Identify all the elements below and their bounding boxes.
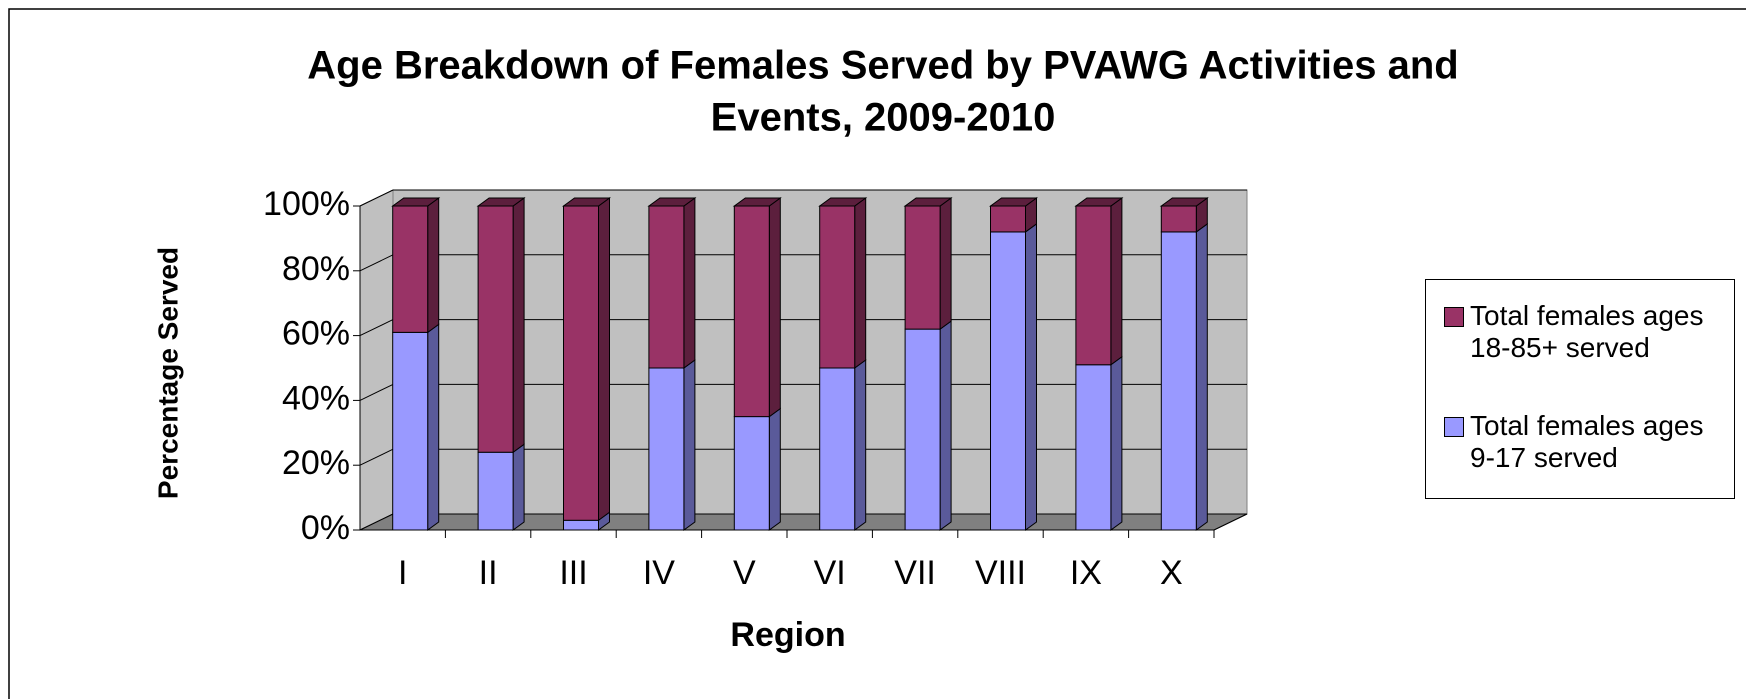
bar-side bbox=[512, 443, 525, 531]
x-tick-label: VI bbox=[814, 554, 846, 592]
bar bbox=[563, 519, 599, 531]
bar-top bbox=[647, 197, 697, 207]
bar bbox=[819, 367, 856, 531]
legend-label: Total females ages 9-17 served bbox=[1470, 410, 1704, 473]
bar-side bbox=[1195, 222, 1208, 531]
bar bbox=[733, 416, 770, 531]
grid-line bbox=[359, 383, 394, 401]
legend-item: Total females ages 18-85+ served bbox=[1444, 300, 1729, 364]
y-tick-label: 60% bbox=[282, 315, 350, 353]
x-tick-label: III bbox=[559, 554, 587, 592]
bar-side bbox=[683, 197, 696, 369]
bar-side bbox=[768, 407, 781, 531]
bar-side bbox=[683, 359, 696, 531]
side-wall bbox=[359, 189, 394, 531]
bar-top bbox=[561, 197, 612, 207]
bar bbox=[563, 205, 599, 521]
bar bbox=[1075, 364, 1112, 531]
x-axis-title: Region bbox=[730, 616, 845, 654]
bar-top bbox=[818, 197, 868, 207]
bar-side bbox=[512, 197, 525, 454]
y-tick-label: 40% bbox=[282, 379, 350, 417]
bar-side bbox=[1110, 355, 1123, 531]
bar bbox=[477, 205, 514, 453]
x-tick-label: VIII bbox=[975, 554, 1026, 592]
x-tick-label: I bbox=[398, 554, 407, 592]
frame-border bbox=[8, 8, 1746, 699]
legend-swatch bbox=[1444, 307, 1464, 327]
bar-side bbox=[1110, 197, 1123, 366]
bar-side bbox=[1025, 222, 1037, 531]
x-tick-label: IV bbox=[643, 554, 675, 592]
bar bbox=[477, 451, 514, 531]
bar bbox=[392, 205, 429, 333]
bar-top bbox=[988, 197, 1039, 207]
bar bbox=[648, 367, 685, 531]
bar bbox=[819, 205, 856, 369]
bar bbox=[733, 205, 770, 418]
bar bbox=[392, 331, 429, 531]
bar-side bbox=[598, 197, 610, 522]
grid-line bbox=[359, 189, 394, 207]
bar-top bbox=[1074, 197, 1124, 207]
bar bbox=[990, 205, 1026, 233]
bar bbox=[1160, 231, 1197, 531]
x-tick-label: IX bbox=[1070, 554, 1102, 592]
legend-swatch bbox=[1444, 417, 1464, 437]
y-tick-label: 100% bbox=[263, 185, 350, 223]
bar bbox=[1075, 205, 1112, 366]
bar bbox=[1160, 205, 1197, 233]
grid-line bbox=[359, 319, 394, 337]
y-tick-label: 20% bbox=[282, 444, 350, 482]
bar bbox=[904, 328, 941, 531]
x-tick-label: X bbox=[1160, 554, 1183, 592]
bar-side bbox=[854, 359, 867, 531]
bar-top bbox=[1159, 197, 1209, 207]
bar-top bbox=[903, 197, 953, 207]
chart-title: Age Breakdown of Females Served by PVAWG… bbox=[307, 44, 1458, 88]
bar bbox=[904, 205, 941, 330]
bar-top bbox=[391, 197, 441, 207]
x-tick-label: II bbox=[479, 554, 498, 592]
bar-side bbox=[854, 197, 867, 369]
x-tick-label: VII bbox=[894, 554, 936, 592]
bar-side bbox=[939, 197, 952, 331]
y-tick-label: 0% bbox=[301, 509, 350, 547]
chart-title-line2: Events, 2009-2010 bbox=[711, 96, 1056, 140]
bar-side bbox=[427, 197, 440, 334]
bar bbox=[990, 231, 1026, 531]
x-axis-depth bbox=[1213, 513, 1248, 531]
x-tick-label: V bbox=[733, 554, 756, 592]
grid-line bbox=[359, 448, 394, 466]
bar-top bbox=[476, 197, 526, 207]
bar bbox=[648, 205, 685, 369]
y-axis-title: Percentage Served bbox=[152, 247, 183, 499]
legend: Total females ages 18-85+ served Total fe… bbox=[1425, 279, 1735, 499]
bar-side bbox=[768, 197, 781, 418]
grid-line bbox=[359, 513, 394, 531]
grid-line bbox=[359, 254, 394, 272]
y-tick-label: 80% bbox=[282, 250, 350, 288]
legend-item: Total females ages 9-17 served bbox=[1444, 410, 1729, 474]
bar-side bbox=[427, 323, 440, 531]
bar-top bbox=[732, 197, 782, 207]
legend-label: Total females ages 18-85+ served bbox=[1470, 300, 1704, 363]
bar-side bbox=[939, 320, 952, 531]
